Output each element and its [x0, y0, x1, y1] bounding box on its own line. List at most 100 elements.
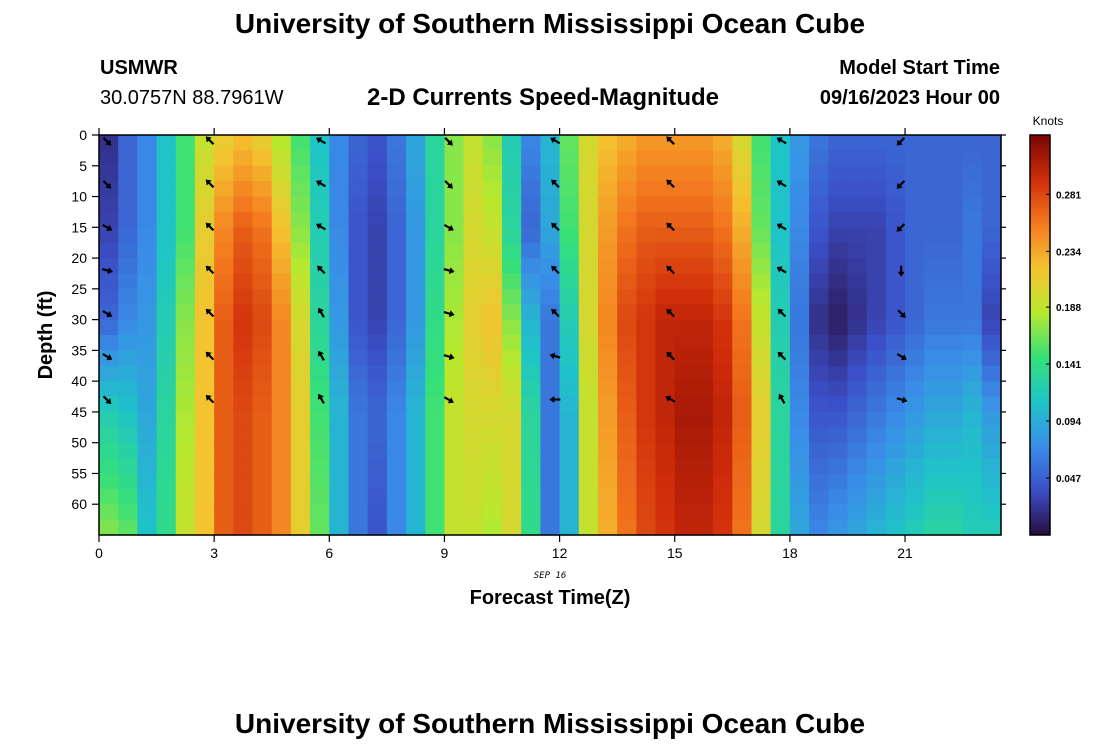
heatmap-cell — [540, 135, 561, 151]
heatmap-cell — [617, 473, 637, 490]
heatmap-cell — [789, 242, 810, 259]
current-vector — [551, 222, 560, 232]
heatmap-cell — [674, 381, 695, 398]
heatmap-cell — [617, 350, 637, 367]
heatmap-cell — [789, 442, 810, 459]
heatmap-cell — [521, 196, 541, 213]
heatmap-cell — [214, 319, 234, 336]
heatmap-cell — [194, 273, 215, 290]
heatmap-cell — [463, 181, 484, 198]
current-vector — [316, 137, 327, 145]
heatmap-cell — [406, 319, 426, 336]
heatmap-cell — [828, 242, 849, 259]
heatmap-cell — [732, 242, 753, 259]
heatmap-cell — [367, 165, 388, 182]
heatmap-cell — [175, 411, 196, 428]
heatmap-cell — [175, 211, 196, 228]
current-vector — [666, 136, 675, 145]
heatmap-cell — [578, 150, 599, 167]
heatmap-cell — [828, 319, 849, 336]
vector-head — [551, 179, 558, 186]
heatmap-cell — [617, 196, 637, 213]
heatmap-cell — [924, 181, 945, 198]
heatmap-cell — [482, 288, 503, 305]
heatmap-cell — [693, 135, 714, 151]
heatmap-cell — [290, 350, 311, 367]
x-tick-label: 12 — [552, 545, 568, 561]
heatmap-cell — [981, 165, 1002, 182]
heatmap-cell — [348, 304, 369, 321]
heatmap-cell — [386, 273, 407, 290]
y-tick-label: 35 — [71, 342, 87, 358]
vector-head — [551, 222, 558, 229]
heatmap-cell — [924, 135, 945, 151]
heatmap-cell — [482, 442, 503, 459]
heatmap-cell — [713, 211, 733, 228]
heatmap-cell — [713, 258, 733, 275]
heatmap-cell — [463, 258, 484, 275]
heatmap-cell — [885, 519, 906, 536]
heatmap-cell — [828, 196, 849, 213]
heatmap-cell — [578, 227, 599, 244]
heatmap-cell — [271, 242, 292, 259]
heatmap-cell — [214, 196, 234, 213]
heatmap-cell — [444, 458, 465, 475]
heatmap-cell — [617, 227, 637, 244]
heatmap-cell — [386, 196, 407, 213]
current-vector — [776, 223, 787, 231]
heatmap-cell — [789, 196, 810, 213]
heatmap-cell — [981, 519, 1002, 536]
heatmap-cell — [99, 227, 119, 244]
heatmap-cell — [713, 411, 733, 428]
heatmap-cell — [578, 211, 599, 228]
heatmap-cell — [559, 381, 580, 398]
heatmap-cell — [770, 242, 791, 259]
heatmap-cell — [751, 442, 772, 459]
heatmap-cell — [789, 427, 810, 444]
heatmap-cell — [406, 273, 426, 290]
heatmap-cell — [636, 135, 657, 151]
heatmap-cell — [962, 304, 983, 321]
heatmap-cell — [693, 150, 714, 167]
heatmap-cell — [962, 350, 983, 367]
heatmap-cell — [828, 381, 849, 398]
heatmap-cell — [559, 258, 580, 275]
heatmap-cell — [617, 135, 637, 151]
heatmap-cell — [809, 458, 829, 475]
heatmap-cell — [713, 473, 733, 490]
heatmap-cell — [828, 519, 849, 536]
current-vector — [551, 308, 560, 318]
heatmap-cell — [540, 458, 561, 475]
heatmap-cell — [233, 473, 254, 490]
heatmap-cell — [674, 427, 695, 444]
heatmap-cell — [425, 242, 446, 259]
heatmap-cell — [828, 427, 849, 444]
heatmap-cell — [271, 288, 292, 305]
vector-head — [778, 393, 785, 400]
heatmap-cell — [924, 304, 945, 321]
heatmap-cell — [924, 165, 945, 182]
heatmap-cell — [367, 227, 388, 244]
heatmap-cell — [751, 381, 772, 398]
heatmap-cell — [521, 319, 541, 336]
heatmap-cell — [99, 288, 119, 305]
heatmap-cell — [521, 335, 541, 351]
heatmap-cell — [559, 427, 580, 444]
heatmap-cell — [329, 150, 350, 167]
heatmap-cell — [99, 504, 119, 521]
heatmap-cell — [348, 473, 369, 490]
current-vector — [102, 267, 113, 274]
heatmap-cell — [770, 335, 791, 351]
heatmap-cell — [367, 150, 388, 167]
heatmap-cell — [502, 135, 522, 151]
heatmap-cell — [655, 335, 676, 351]
current-vectors — [102, 136, 908, 405]
heatmap-cell — [962, 165, 983, 182]
heatmap-cell — [809, 442, 829, 459]
heatmap-cell — [847, 365, 868, 382]
current-vector — [205, 136, 215, 145]
heatmap-cell — [962, 211, 983, 228]
heatmap-cell — [386, 442, 407, 459]
heatmap-cell — [348, 227, 369, 244]
heatmap-cell — [866, 350, 887, 367]
